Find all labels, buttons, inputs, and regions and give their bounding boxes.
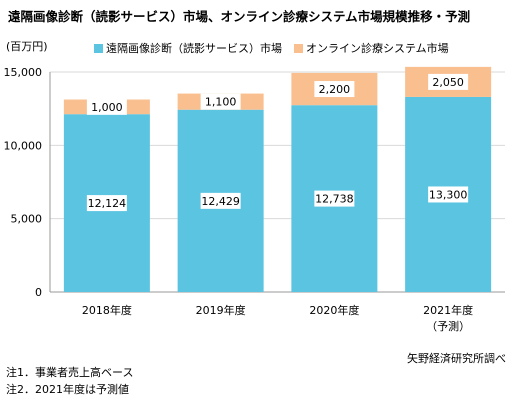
legend-label-remote-imaging: 遠隔画像診断（読影サービス）市場 [106,42,282,55]
legend: 遠隔画像診断（読影サービス）市場 オンライン診療システム市場 [94,40,461,56]
data-label-remote-imaging-2: 12,738 [315,193,354,206]
data-label-online-clinic-3: 2,050 [432,76,464,89]
note-2: 注2．2021年度は予測値 [6,383,129,396]
data-label-online-clinic-1: 1,100 [205,96,237,109]
legend-label-online-clinic: オンライン診療システム市場 [306,42,449,55]
y-tick-label-10000: 10,000 [4,139,43,152]
x-tick-label-3: 2021年度 [423,303,473,317]
data-label-remote-imaging-0: 12,124 [88,197,127,210]
y-tick-label-15000: 15,000 [4,66,43,79]
data-label-box-1-0 [86,98,127,115]
data-label-box-0-1 [200,192,241,209]
y-axis-unit: (百万円) [6,40,48,53]
data-label-online-clinic-2: 2,200 [319,83,351,96]
data-label-remote-imaging-3: 13,300 [429,188,468,201]
legend-item-online-clinic: オンライン診療システム市場 [294,40,449,56]
x-tick-label-1: 2019年度 [196,303,246,317]
y-tick-label-5000: 5,000 [11,213,43,226]
data-label-box-1-1 [200,93,241,110]
source-credit: 矢野経済研究所調べ [407,352,506,365]
data-label-box-0-2 [314,190,355,207]
data-label-box-0-0 [86,195,127,212]
x-tick-label-0: 2018年度 [82,303,132,317]
data-label-box-1-2 [314,81,355,98]
data-label-online-clinic-0: 1,000 [91,101,123,114]
legend-item-remote-imaging: 遠隔画像診断（読影サービス）市場 [94,40,282,56]
data-label-box-0-3 [428,186,469,203]
x-tick-label-2: 2020年度 [309,303,359,317]
legend-swatch-online-clinic [294,43,303,53]
data-label-box-1-3 [428,73,469,90]
note-1: 注1．事業者売上高ベース [6,366,134,379]
y-tick-label-0: 0 [35,286,42,299]
chart-title: 遠隔画像診断（読影サービス）市場、オンライン診療システム市場規模推移・予測 [8,9,471,24]
data-label-remote-imaging-1: 12,429 [201,195,240,208]
legend-swatch-remote-imaging [94,43,103,53]
x-tick-label-3-line1: （予測） [426,319,470,333]
